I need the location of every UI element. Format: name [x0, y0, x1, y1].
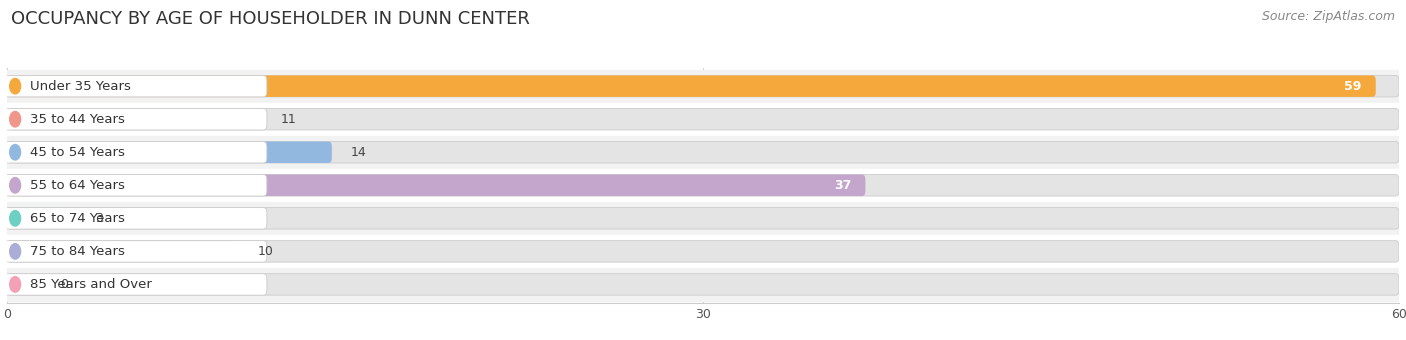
- Bar: [7, 70, 1399, 103]
- Circle shape: [10, 177, 21, 193]
- FancyBboxPatch shape: [7, 274, 1399, 295]
- Text: OCCUPANCY BY AGE OF HOUSEHOLDER IN DUNN CENTER: OCCUPANCY BY AGE OF HOUSEHOLDER IN DUNN …: [11, 10, 530, 28]
- Text: 11: 11: [281, 113, 297, 126]
- Circle shape: [10, 144, 21, 160]
- FancyBboxPatch shape: [3, 274, 267, 295]
- Text: 35 to 44 Years: 35 to 44 Years: [30, 113, 125, 126]
- Circle shape: [10, 210, 21, 226]
- Text: 85 Years and Over: 85 Years and Over: [30, 278, 152, 291]
- FancyBboxPatch shape: [7, 108, 262, 130]
- FancyBboxPatch shape: [7, 274, 42, 295]
- FancyBboxPatch shape: [3, 141, 267, 163]
- Text: 45 to 54 Years: 45 to 54 Years: [30, 146, 125, 159]
- Bar: [7, 202, 1399, 235]
- Text: 3: 3: [96, 212, 103, 225]
- Text: 65 to 74 Years: 65 to 74 Years: [30, 212, 125, 225]
- Text: 37: 37: [834, 179, 852, 192]
- FancyBboxPatch shape: [3, 241, 267, 262]
- FancyBboxPatch shape: [7, 141, 1399, 163]
- Text: 14: 14: [350, 146, 366, 159]
- FancyBboxPatch shape: [7, 241, 239, 262]
- FancyBboxPatch shape: [3, 174, 267, 196]
- Circle shape: [10, 277, 21, 292]
- FancyBboxPatch shape: [7, 208, 1399, 229]
- FancyBboxPatch shape: [7, 208, 77, 229]
- Bar: [7, 103, 1399, 136]
- Bar: [7, 169, 1399, 202]
- FancyBboxPatch shape: [7, 141, 332, 163]
- FancyBboxPatch shape: [7, 241, 1399, 262]
- Text: 55 to 64 Years: 55 to 64 Years: [30, 179, 125, 192]
- FancyBboxPatch shape: [3, 108, 267, 130]
- Circle shape: [10, 79, 21, 94]
- Bar: [7, 136, 1399, 169]
- FancyBboxPatch shape: [3, 208, 267, 229]
- FancyBboxPatch shape: [7, 75, 1375, 97]
- FancyBboxPatch shape: [7, 108, 1399, 130]
- Text: 10: 10: [257, 245, 273, 258]
- Text: 75 to 84 Years: 75 to 84 Years: [30, 245, 125, 258]
- FancyBboxPatch shape: [3, 75, 267, 97]
- FancyBboxPatch shape: [7, 75, 1399, 97]
- Text: Under 35 Years: Under 35 Years: [30, 80, 131, 93]
- Circle shape: [10, 244, 21, 259]
- FancyBboxPatch shape: [7, 174, 866, 196]
- Circle shape: [10, 112, 21, 127]
- Text: Source: ZipAtlas.com: Source: ZipAtlas.com: [1261, 10, 1395, 23]
- Text: 0: 0: [60, 278, 69, 291]
- Text: 59: 59: [1344, 80, 1362, 93]
- FancyBboxPatch shape: [7, 174, 1399, 196]
- Bar: [7, 235, 1399, 268]
- Bar: [7, 268, 1399, 301]
